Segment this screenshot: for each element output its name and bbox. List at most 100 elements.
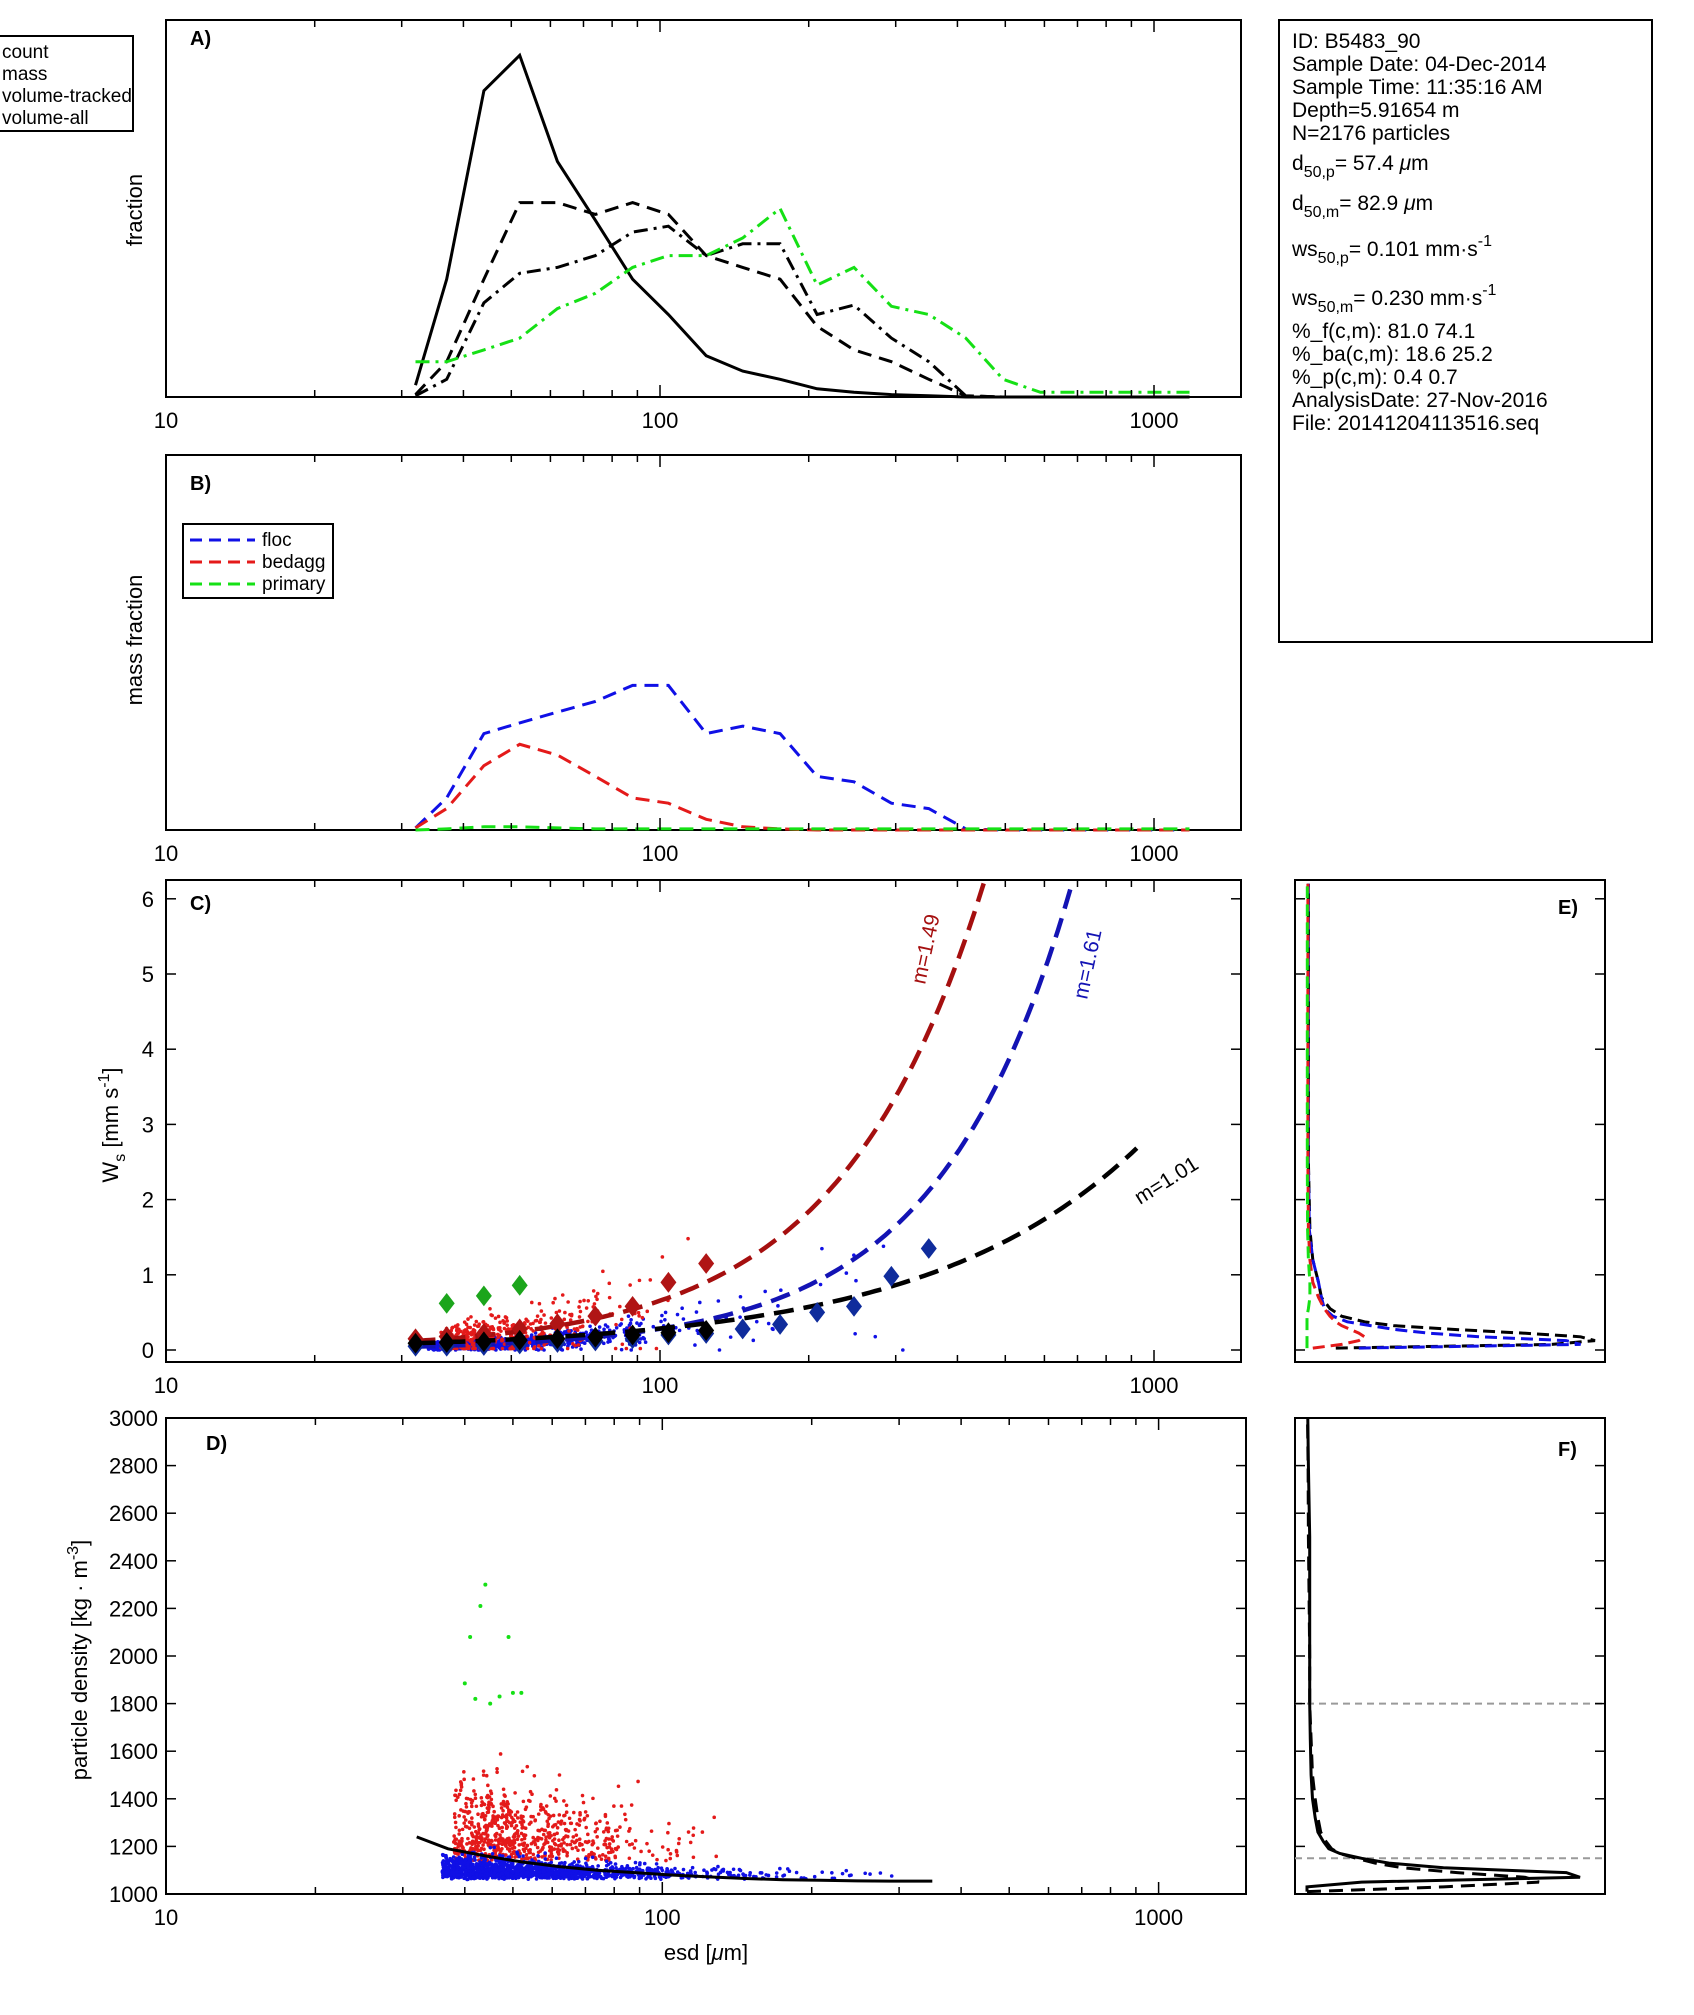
bedagg-point — [544, 1838, 548, 1842]
panel-c: m=1.49 m=1.61m=1.01 C) Ws [mm s-1] 10 100 1… — [96, 879, 1242, 1398]
bedagg-point — [564, 1810, 569, 1815]
bedagg-point — [549, 1851, 554, 1856]
bedagg-point — [605, 1821, 610, 1825]
floc-point — [499, 1867, 504, 1872]
bedagg-point — [539, 1837, 544, 1841]
bedagg-point — [500, 1346, 505, 1351]
bedagg-point — [599, 1857, 604, 1861]
bedagg-point — [623, 1817, 628, 1822]
bedagg-point — [479, 1833, 483, 1838]
floc-point — [673, 1866, 677, 1871]
floc-point — [878, 1871, 883, 1875]
bedagg-point — [536, 1835, 540, 1840]
bedagg-point — [691, 1826, 696, 1830]
bedagg-point — [532, 1773, 537, 1778]
bedagg-point — [546, 1831, 550, 1835]
bedagg-point — [667, 1821, 671, 1826]
info-pct-ba: %_ba(c,m): 18.6 25.2 — [1292, 343, 1493, 366]
bedagg-point — [607, 1845, 612, 1849]
bedagg-point — [515, 1816, 520, 1820]
floc-point — [713, 1867, 718, 1872]
bedagg-point — [567, 1816, 572, 1821]
bedagg-point — [525, 1319, 530, 1323]
floc-point — [614, 1325, 619, 1330]
bedagg-point — [518, 1820, 523, 1824]
info-d50p: d50,p= 57.4 μm — [1292, 152, 1429, 181]
bedagg-point — [628, 1283, 632, 1287]
hist-bedagg — [1306, 883, 1368, 1350]
bedagg-point — [521, 1819, 526, 1824]
panel-c-x-ticks: 10 100 1000 — [154, 880, 1178, 1398]
bedagg-point — [473, 1792, 478, 1797]
y-tick-label: 3 — [142, 1112, 154, 1137]
floc-point — [576, 1859, 581, 1864]
bedagg-point — [666, 1847, 670, 1852]
floc-point — [586, 1872, 590, 1877]
floc-point — [710, 1868, 714, 1872]
bedagg-point — [568, 1312, 572, 1317]
floc-point — [472, 1855, 477, 1860]
bedagg-point — [522, 1841, 526, 1846]
bedagg-point — [567, 1329, 571, 1333]
mean-bedagg-marker — [511, 1318, 528, 1340]
bedagg-point — [505, 1819, 510, 1824]
bedagg-point — [574, 1845, 578, 1850]
panel-b-plot-area — [414, 683, 1190, 832]
bedagg-point — [595, 1846, 600, 1850]
floc-point — [463, 1876, 468, 1880]
bedagg-point — [547, 1854, 552, 1859]
floc-point — [840, 1871, 845, 1876]
bedagg-point — [595, 1291, 600, 1296]
bedagg-point — [480, 1800, 484, 1804]
bedagg-point — [455, 1851, 459, 1856]
bedagg-point — [555, 1850, 560, 1854]
bedagg-point — [501, 1808, 505, 1813]
bedagg-point — [586, 1855, 591, 1859]
bedagg-point — [548, 1794, 553, 1798]
bedagg-point — [488, 1789, 493, 1793]
floc-point — [521, 1870, 526, 1874]
floc-point — [606, 1874, 610, 1878]
bedagg-point — [486, 1838, 491, 1842]
bedagg-point — [495, 1770, 499, 1775]
bedagg-point — [477, 1827, 482, 1831]
floc-point — [506, 1863, 510, 1867]
floc-point — [514, 1865, 519, 1869]
bedagg-point — [542, 1331, 546, 1336]
bedagg-point — [490, 1818, 495, 1823]
bedagg-point — [521, 1825, 525, 1830]
bedagg-point — [545, 1819, 550, 1824]
floc-point — [445, 1857, 449, 1862]
panel-a-legend: count mass volume-tracked volume-all — [0, 35, 134, 132]
bedagg-point — [504, 1844, 508, 1848]
primary-point — [488, 1701, 493, 1706]
bedagg-point — [591, 1796, 595, 1801]
floc-point — [738, 1294, 743, 1299]
x-tick-label: 10 — [154, 841, 178, 866]
floc-point — [489, 1873, 494, 1877]
bedagg-point — [524, 1846, 528, 1851]
bedagg-point — [714, 1854, 719, 1859]
bedagg-point — [520, 1837, 524, 1842]
floc-point — [554, 1856, 559, 1861]
bedagg-point — [584, 1306, 589, 1310]
bedagg-point — [483, 1831, 487, 1836]
y-tick-label: 6 — [142, 887, 154, 912]
floc-point — [539, 1873, 544, 1878]
floc-point — [444, 1870, 448, 1875]
floc-point — [509, 1863, 514, 1867]
bedagg-point — [526, 1798, 531, 1803]
bedagg-point — [466, 1809, 471, 1814]
bedagg-point — [686, 1236, 690, 1241]
bedagg-point — [466, 1325, 470, 1330]
floc-point — [618, 1875, 623, 1880]
panel-e-ticks — [1295, 898, 1605, 1351]
floc-point — [694, 1310, 699, 1314]
info-ws50p: ws50,p= 0.101 mm·s-1 — [1291, 233, 1492, 267]
bedagg-point — [461, 1346, 465, 1351]
floc-point — [485, 1865, 490, 1869]
floc-point — [675, 1312, 680, 1317]
bedagg-point — [492, 1809, 496, 1814]
floc-point — [643, 1340, 648, 1345]
bedagg-point — [624, 1346, 629, 1351]
